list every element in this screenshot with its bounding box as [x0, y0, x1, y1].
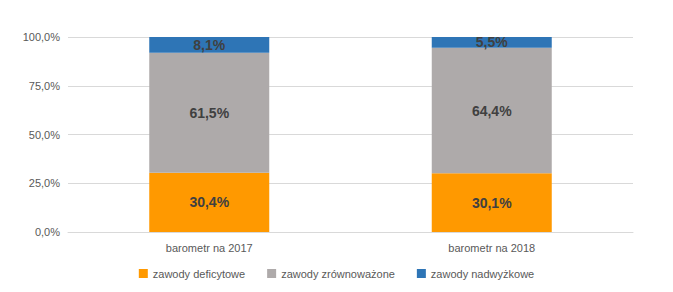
svg-text:30,4%: 30,4%	[189, 194, 229, 210]
svg-text:0,0%: 0,0%	[35, 226, 60, 238]
svg-text:64,4%: 64,4%	[472, 103, 512, 119]
svg-text:100,0%: 100,0%	[23, 31, 61, 43]
svg-text:5,5%: 5,5%	[476, 34, 508, 50]
svg-text:zawody zrównoważone: zawody zrównoważone	[281, 268, 395, 280]
svg-text:zawody deficytowe: zawody deficytowe	[153, 268, 245, 280]
svg-text:zawody nadwyżkowe: zawody nadwyżkowe	[431, 268, 534, 280]
svg-text:barometr na 2017: barometr na 2017	[166, 242, 253, 254]
svg-text:61,5%: 61,5%	[189, 105, 229, 121]
svg-text:8,1%: 8,1%	[193, 37, 225, 53]
svg-text:25,0%: 25,0%	[29, 177, 60, 189]
svg-text:30,1%: 30,1%	[472, 195, 512, 211]
svg-text:50,0%: 50,0%	[29, 129, 60, 141]
svg-text:75,0%: 75,0%	[29, 80, 60, 92]
svg-text:barometr na 2018: barometr na 2018	[448, 242, 535, 254]
